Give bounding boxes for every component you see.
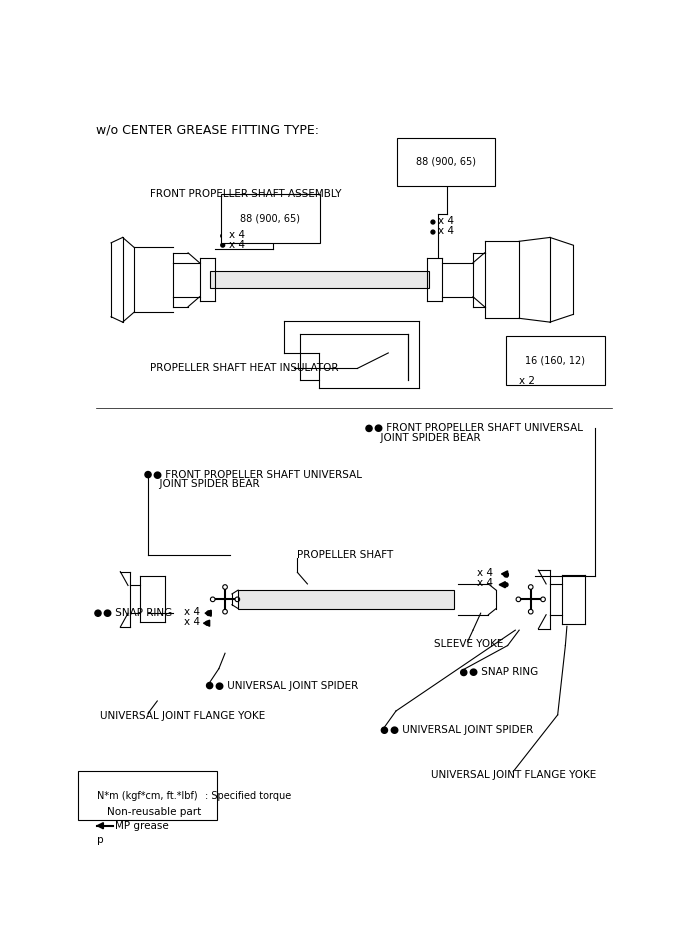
Text: x 4: x 4	[184, 617, 200, 626]
Text: ● SNAP RING: ● SNAP RING	[469, 667, 538, 678]
Text: JOINT SPIDER BEAR: JOINT SPIDER BEAR	[375, 432, 481, 443]
Text: 88 (900, 65): 88 (900, 65)	[240, 213, 300, 223]
Circle shape	[366, 426, 372, 431]
Text: UNIVERSAL JOINT FLANGE YOKE: UNIVERSAL JOINT FLANGE YOKE	[99, 711, 265, 722]
Text: w/o CENTER GREASE FITTING TYPE:: w/o CENTER GREASE FITTING TYPE:	[96, 123, 319, 136]
Circle shape	[221, 243, 225, 248]
Text: SLEEVE YOKE: SLEEVE YOKE	[435, 639, 504, 649]
Circle shape	[206, 611, 211, 616]
Circle shape	[206, 683, 213, 688]
Circle shape	[95, 610, 101, 616]
Polygon shape	[204, 620, 210, 626]
Circle shape	[145, 471, 151, 478]
Polygon shape	[502, 571, 508, 577]
Circle shape	[504, 583, 508, 586]
Text: ● UNIVERSAL JOINT SPIDER: ● UNIVERSAL JOINT SPIDER	[390, 725, 533, 735]
Text: x 2: x 2	[519, 376, 535, 387]
Text: : Specified torque: : Specified torque	[205, 791, 291, 801]
Text: PROPELLER SHAFT: PROPELLER SHAFT	[297, 549, 394, 560]
Text: x 4: x 4	[438, 215, 454, 226]
Text: FRONT PROPELLER SHAFT ASSEMBLY: FRONT PROPELLER SHAFT ASSEMBLY	[150, 188, 341, 199]
Bar	[210, 271, 429, 288]
Circle shape	[221, 234, 225, 238]
Text: x 4: x 4	[229, 230, 245, 240]
Text: x 4: x 4	[477, 568, 493, 578]
Text: ● FRONT PROPELLER SHAFT UNIVERSAL: ● FRONT PROPELLER SHAFT UNIVERSAL	[375, 424, 584, 433]
Text: 16 (160, 12): 16 (160, 12)	[525, 356, 585, 366]
Circle shape	[206, 622, 209, 625]
Text: x 4: x 4	[184, 606, 200, 617]
Text: 88 (900, 65): 88 (900, 65)	[416, 157, 476, 167]
Text: ● SNAP RING: ● SNAP RING	[104, 608, 172, 618]
Text: JOINT SPIDER BEAR: JOINT SPIDER BEAR	[153, 479, 260, 488]
Text: UNIVERSAL JOINT FLANGE YOKE: UNIVERSAL JOINT FLANGE YOKE	[431, 770, 596, 780]
Text: ● FRONT PROPELLER SHAFT UNIVERSAL: ● FRONT PROPELLER SHAFT UNIVERSAL	[153, 469, 362, 480]
Circle shape	[431, 230, 435, 234]
Circle shape	[98, 809, 104, 815]
Circle shape	[431, 220, 435, 224]
Text: x 4: x 4	[229, 240, 245, 250]
Polygon shape	[205, 610, 211, 616]
Text: MP grease: MP grease	[115, 821, 168, 831]
Text: ● UNIVERSAL JOINT SPIDER: ● UNIVERSAL JOINT SPIDER	[215, 681, 358, 690]
Polygon shape	[97, 823, 104, 829]
Text: x 4: x 4	[477, 578, 493, 588]
Text: PROPELLER SHAFT HEAT INSULATOR: PROPELLER SHAFT HEAT INSULATOR	[150, 364, 338, 373]
Text: p: p	[97, 835, 104, 845]
Circle shape	[461, 669, 467, 676]
Text: x 4: x 4	[438, 226, 454, 235]
Text: Non-reusable part: Non-reusable part	[107, 807, 201, 817]
Circle shape	[513, 367, 518, 372]
Polygon shape	[499, 582, 505, 587]
Text: N*m (kgf*cm, ft.*lbf): N*m (kgf*cm, ft.*lbf)	[97, 791, 198, 801]
Bar	[238, 590, 454, 608]
Circle shape	[504, 572, 509, 577]
Circle shape	[382, 727, 388, 733]
